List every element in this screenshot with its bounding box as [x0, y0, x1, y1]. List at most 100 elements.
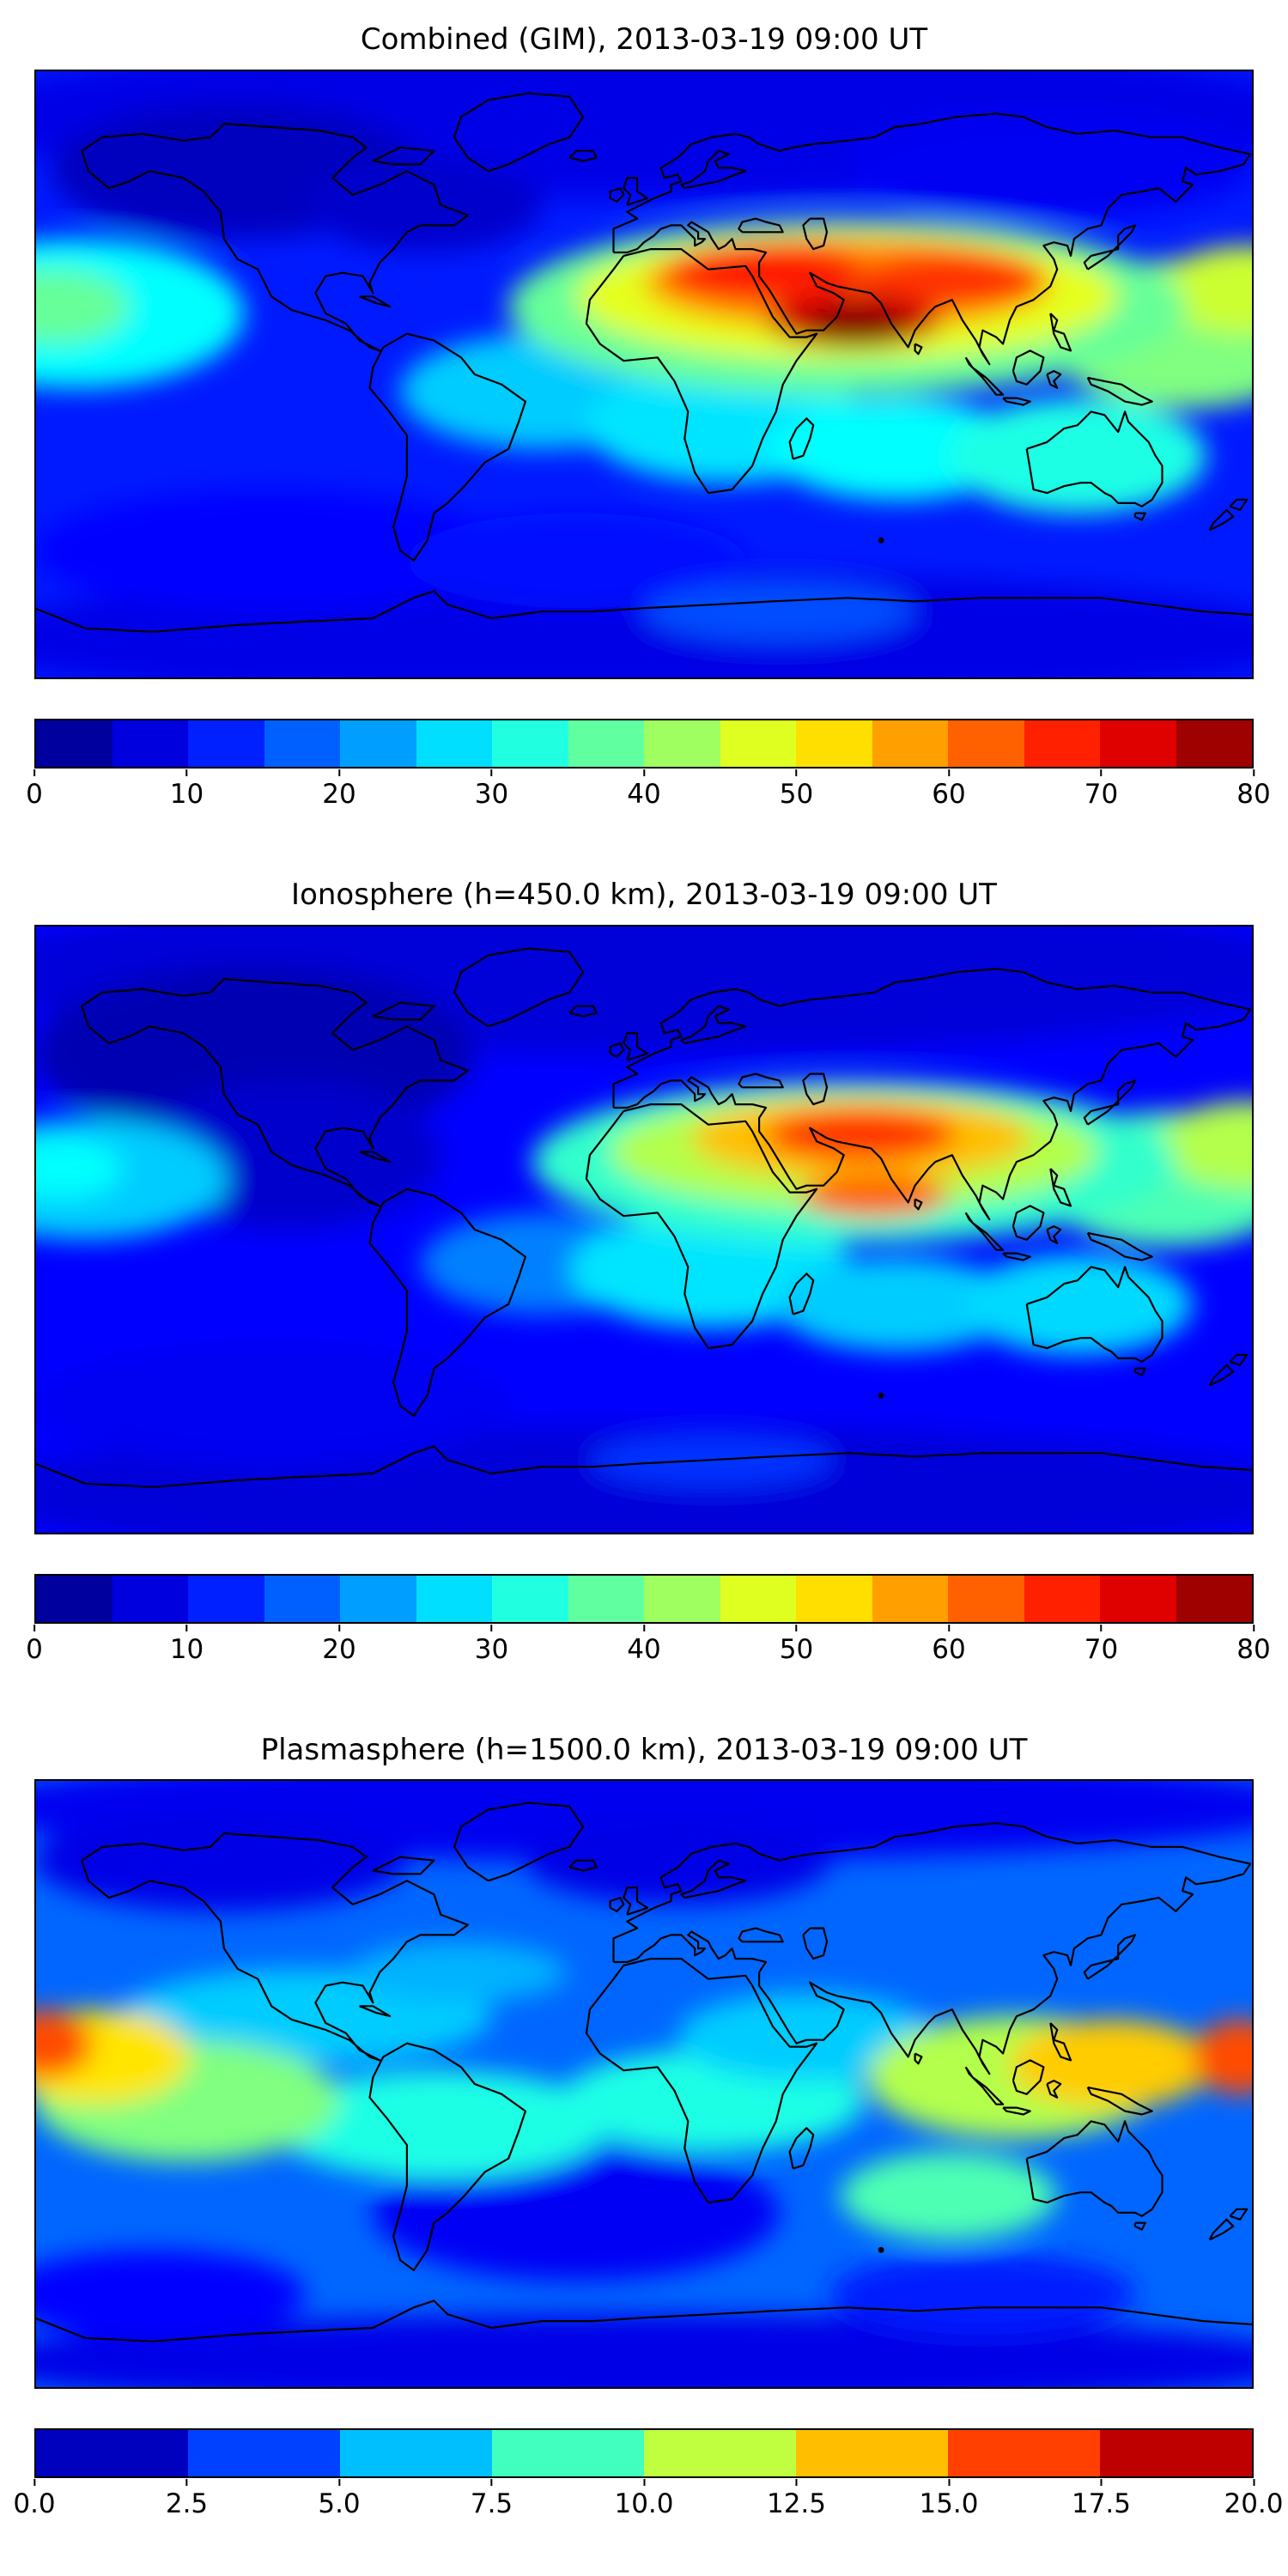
colorbar-ticks-plasmasphere: 0.0 2.5 5.0 7.5 10.0 12.5 15.0 17.5 20.0 [13, 2479, 1284, 2520]
colorbar-segment [1176, 1575, 1252, 1622]
colorbar-tick-label: 10 [170, 769, 204, 810]
colorbar-tick-label: 70 [1084, 769, 1118, 810]
colorbar-segment [112, 720, 188, 767]
colorbar-gradient-combined [34, 718, 1254, 769]
antarctica-coast [34, 2300, 1254, 2343]
colorbar-segment [112, 1575, 188, 1622]
colorbar-segment [340, 720, 416, 767]
colorbar-tick-label: 40 [627, 769, 661, 810]
colorbar-tick-mark [338, 2479, 340, 2487]
colorbar-segment [948, 720, 1024, 767]
colorbar-tick-label: 60 [932, 1624, 966, 1665]
colorbar-segment [1176, 720, 1252, 767]
coastlines [34, 92, 1254, 633]
antarctica-coast [34, 589, 1254, 633]
coastlines [34, 947, 1254, 1488]
colorbar-tick-label: 30 [475, 769, 508, 810]
colorbar-tick-mark [337, 769, 340, 776]
colorbar-tick-mark [1252, 1624, 1255, 1631]
colorbar-tick-label: 5.0 [318, 2479, 361, 2519]
colorbar-tick-mark [947, 769, 950, 776]
colorbar-tick-label: 50 [780, 1624, 813, 1665]
colorbar-tick-mark [948, 2479, 950, 2487]
colorbar-tick-label: 10 [170, 1624, 204, 1665]
colorbar-segment [188, 720, 264, 767]
colorbar-tick-mark [643, 2479, 645, 2487]
colorbar-combined: 0 10 20 30 40 50 60 70 80 [26, 718, 1271, 811]
colorbar-tick-label: 30 [475, 1624, 508, 1665]
colorbar-tick-label: 80 [1236, 1624, 1271, 1665]
colorbar-segment [1100, 2430, 1252, 2477]
colorbar-segment [720, 720, 796, 767]
colorbar-tick-mark [33, 1624, 35, 1631]
island-dot [878, 2247, 884, 2254]
colorbar-segment [568, 720, 644, 767]
colorbar-tick-label: 15.0 [919, 2479, 979, 2519]
colorbar-segment [1024, 1575, 1100, 1622]
colorbar-segment [1100, 1575, 1176, 1622]
colorbar-tick-mark [795, 1624, 798, 1631]
colorbar-tick-label: 20 [322, 1624, 356, 1665]
colorbar-tick-label: 20.0 [1224, 2479, 1284, 2519]
colorbar-tick-mark [1100, 2479, 1103, 2487]
colorbar-plasmasphere: 0.0 2.5 5.0 7.5 10.0 12.5 15.0 17.5 20.0 [13, 2428, 1284, 2520]
colorbar-segment [36, 2430, 188, 2477]
colorbar-tick-mark [185, 769, 188, 776]
colorbar-segment [340, 1575, 416, 1622]
colorbar-segment [264, 1575, 340, 1622]
colorbar-tick-mark [33, 2479, 35, 2487]
colorbar-segment [36, 1575, 112, 1622]
map-frame [34, 924, 1254, 1534]
colorbar-segment [948, 1575, 1024, 1622]
colorbar-segment [264, 720, 340, 767]
colorbar-segment [644, 720, 720, 767]
world-tec-map-ionosphere [34, 924, 1254, 1534]
colorbar-tick-label: 17.5 [1072, 2479, 1131, 2519]
panel-title-plasmasphere: Plasmasphere (h=1500.0 km), 2013-03-19 0… [260, 1732, 1028, 1767]
colorbar-segment [188, 2430, 340, 2477]
colorbar-tick-mark [642, 769, 645, 776]
colorbar-tick-label: 0.0 [13, 2479, 56, 2519]
colorbar-tick-label: 0 [26, 769, 43, 810]
colorbar-gradient-ionosphere [34, 1573, 1254, 1624]
colorbar-ionosphere: 0 10 20 30 40 50 60 70 80 [26, 1573, 1271, 1666]
colorbar-tick-mark [185, 1624, 188, 1631]
colorbar-tick-label: 80 [1236, 769, 1271, 810]
colorbar-tick-mark [33, 769, 35, 776]
colorbar-tick-label: 60 [932, 769, 966, 810]
colorbar-segment [948, 2430, 1100, 2477]
colorbar-tick-label: 50 [780, 769, 813, 810]
colorbar-tick-label: 2.5 [166, 2479, 208, 2519]
colorbar-tick-label: 12.5 [767, 2479, 826, 2519]
colorbar-tick-mark [795, 769, 798, 776]
colorbar-tick-mark [1252, 769, 1255, 776]
colorbar-gradient-plasmasphere [34, 2428, 1254, 2479]
colorbar-segment [340, 2430, 492, 2477]
colorbar-segment [796, 720, 872, 767]
colorbar-segment [36, 720, 112, 767]
colorbar-tick-mark [795, 2479, 798, 2487]
colorbar-tick-label: 70 [1084, 1624, 1118, 1665]
colorbar-tick-label: 20 [322, 769, 356, 810]
figure: Combined (GIM), 2013-03-19 09:00 UT 0 10 2… [0, 22, 1288, 2520]
colorbar-tick-label: 10.0 [614, 2479, 674, 2519]
coastlines [34, 1801, 1254, 2343]
map-frame [34, 69, 1254, 679]
panel-title-combined: Combined (GIM), 2013-03-19 09:00 UT [360, 22, 928, 57]
colorbar-tick-mark [1253, 2479, 1255, 2487]
colorbar-segment [188, 1575, 264, 1622]
colorbar-segment [416, 1575, 492, 1622]
colorbar-segment [492, 720, 568, 767]
colorbar-tick-mark [185, 2479, 188, 2487]
antarctica-coast [34, 1444, 1254, 1488]
colorbar-ticks-ionosphere: 0 10 20 30 40 50 60 70 80 [26, 1624, 1271, 1666]
panel-title-ionosphere: Ionosphere (h=450.0 km), 2013-03-19 09:0… [291, 877, 997, 912]
colorbar-segment [644, 2430, 796, 2477]
colorbar-tick-mark [490, 2479, 493, 2487]
colorbar-segment [568, 1575, 644, 1622]
world-tec-map-combined [34, 69, 1254, 679]
panel-ionosphere: Ionosphere (h=450.0 km), 2013-03-19 09:0… [0, 878, 1288, 1666]
colorbar-tick-label: 0 [26, 1624, 43, 1665]
colorbar-tick-mark [1100, 1624, 1103, 1631]
colorbar-segment [720, 1575, 796, 1622]
